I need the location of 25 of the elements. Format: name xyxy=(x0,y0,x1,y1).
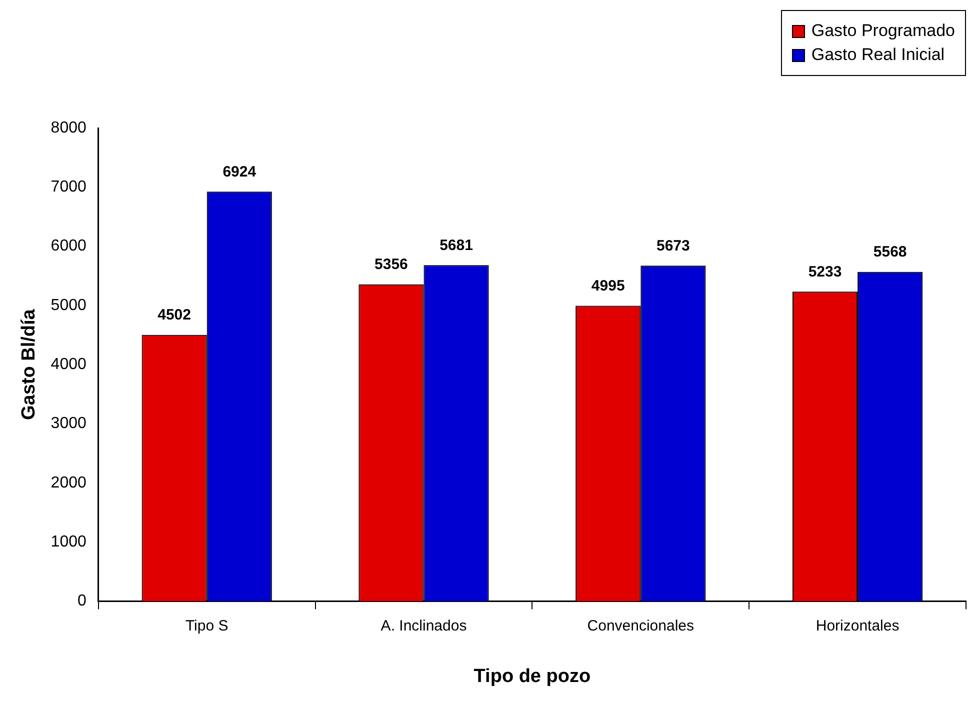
data-label: 5568 xyxy=(873,243,907,260)
y-tick-label: 3000 xyxy=(50,415,86,432)
y-tick-label: 7000 xyxy=(50,178,86,196)
y-tick-label: 1000 xyxy=(50,533,86,550)
x-tick-label: A. Inclinados xyxy=(380,617,467,634)
data-label: 5356 xyxy=(374,256,408,274)
data-label: 5681 xyxy=(440,236,473,254)
y-tick-label: 6000 xyxy=(50,238,86,255)
y-axis-title: Gasto Bl/día xyxy=(18,308,40,420)
legend-label: Gasto Programado xyxy=(811,21,955,41)
y-tick-label: 0 xyxy=(77,592,86,610)
data-label: 4502 xyxy=(158,306,191,324)
x-axis-title: Tipo de pozo xyxy=(474,666,591,687)
data-label: 6924 xyxy=(222,163,257,180)
data-label: 4995 xyxy=(591,277,625,294)
y-tick-label: 2000 xyxy=(50,474,86,492)
y-tick-label: 5000 xyxy=(50,296,86,314)
y-tick-label: 8000 xyxy=(50,119,86,136)
data-label: 5673 xyxy=(656,237,690,254)
x-tick-label: Tipo S xyxy=(185,617,228,634)
x-tick-label: Horizontales xyxy=(816,617,900,634)
legend-label: Gasto Real Inicial xyxy=(811,45,945,65)
y-tick-label: 4000 xyxy=(50,356,86,374)
data-label: 5233 xyxy=(808,263,842,280)
x-tick-label: Convencionales xyxy=(587,617,694,634)
